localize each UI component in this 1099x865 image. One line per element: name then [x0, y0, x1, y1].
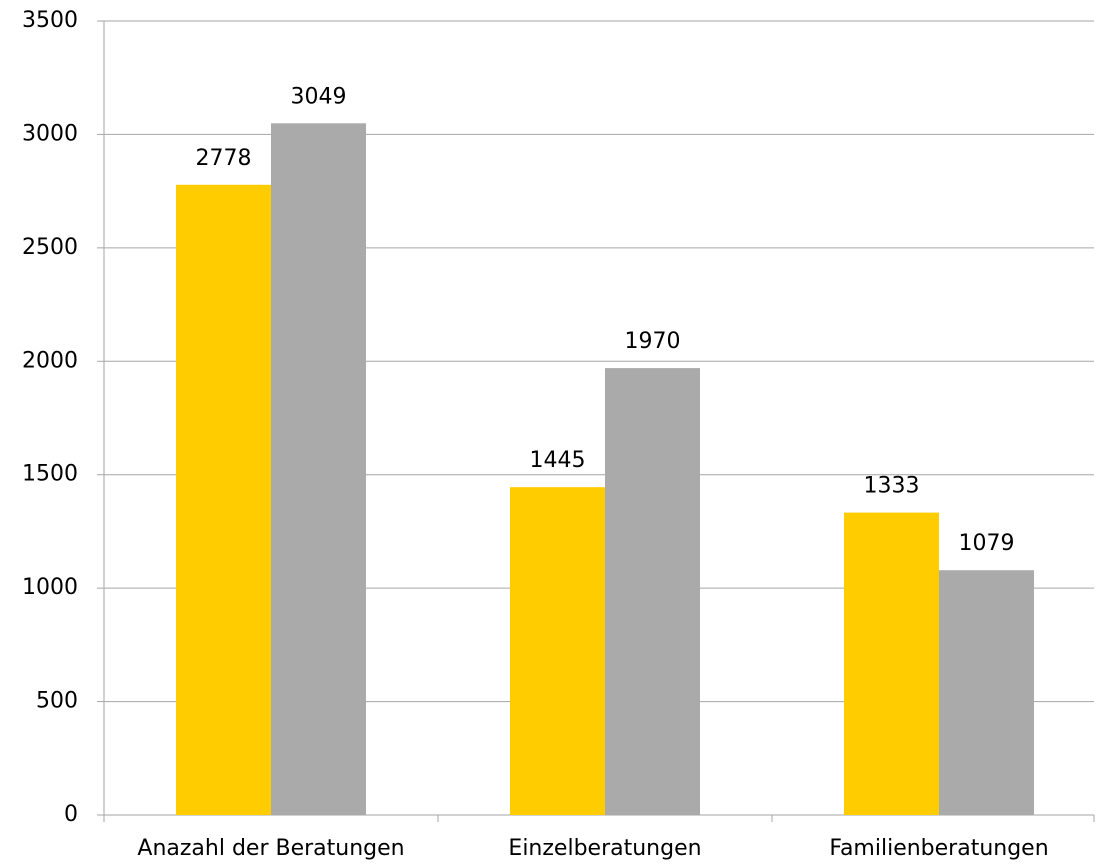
x-tick-label: Anazahl der Beratungen	[137, 836, 404, 861]
bar	[510, 487, 605, 815]
y-tick-label: 1500	[22, 462, 78, 487]
data-label: 2778	[196, 146, 252, 171]
y-tick-label: 2000	[22, 348, 78, 373]
data-label: 1333	[864, 474, 920, 499]
data-label: 1079	[959, 531, 1015, 556]
bar	[605, 368, 700, 815]
bar	[844, 512, 939, 815]
bar	[176, 184, 271, 815]
y-tick-label: 3500	[22, 8, 78, 33]
data-label: 3049	[291, 84, 347, 109]
data-label: 1445	[530, 448, 586, 473]
y-tick-label: 3000	[22, 121, 78, 146]
y-tick-label: 500	[36, 689, 78, 714]
y-tick-label: 2500	[22, 235, 78, 260]
y-tick-label: 1000	[22, 575, 78, 600]
data-label: 1970	[625, 329, 681, 354]
bar	[939, 570, 1034, 815]
bar	[271, 123, 366, 816]
y-tick-label: 0	[64, 802, 78, 827]
x-tick-label: Einzelberatungen	[508, 836, 701, 861]
x-tick-label: Familienberatungen	[829, 836, 1048, 861]
